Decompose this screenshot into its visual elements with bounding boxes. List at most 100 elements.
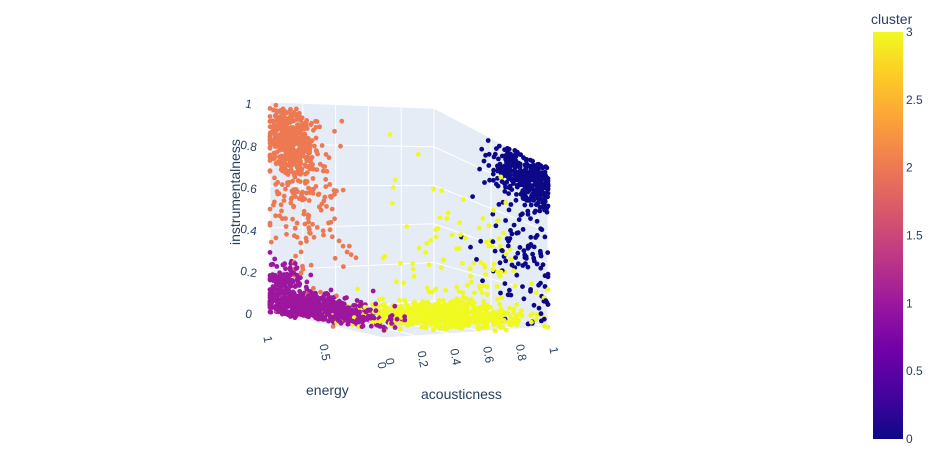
data-point	[327, 227, 333, 233]
data-point	[292, 161, 298, 167]
data-point	[486, 163, 492, 168]
data-point	[517, 172, 523, 178]
data-point	[507, 161, 512, 167]
data-point	[330, 324, 336, 329]
data-point	[503, 327, 509, 333]
data-point	[345, 321, 351, 327]
data-point	[332, 128, 337, 134]
data-point	[531, 244, 537, 250]
data-point	[377, 303, 383, 309]
data-point	[353, 255, 359, 261]
data-point	[471, 260, 477, 266]
data-point	[340, 187, 346, 193]
data-point	[267, 114, 273, 119]
colorbar-tick-label: 3	[906, 25, 913, 39]
data-point	[294, 234, 300, 240]
data-point	[502, 189, 508, 194]
data-point	[309, 187, 315, 193]
data-point	[367, 307, 373, 313]
data-point	[371, 315, 377, 321]
data-point	[469, 279, 474, 285]
data-point	[297, 170, 303, 176]
data-point	[480, 216, 486, 221]
data-point	[273, 102, 279, 108]
data-point	[343, 311, 349, 317]
data-point	[469, 302, 474, 308]
z-tick-label: 0.2	[239, 264, 258, 281]
data-point	[460, 197, 466, 203]
data-point	[477, 319, 482, 324]
data-point	[304, 118, 310, 123]
data-point	[340, 243, 346, 249]
data-point	[499, 295, 505, 301]
data-point	[528, 234, 534, 240]
data-point	[449, 317, 455, 322]
data-point	[349, 308, 354, 314]
data-point	[479, 146, 485, 152]
data-point	[541, 323, 547, 329]
data-point	[482, 320, 488, 326]
data-point	[351, 303, 357, 308]
data-point	[314, 225, 320, 230]
data-point	[471, 314, 476, 319]
data-point	[507, 287, 512, 293]
data-point	[281, 193, 287, 199]
data-point	[382, 304, 388, 310]
data-point	[332, 255, 338, 261]
data-point	[496, 202, 502, 207]
data-point	[433, 234, 439, 240]
data-point	[284, 272, 289, 277]
data-point	[406, 316, 412, 322]
data-point	[410, 306, 416, 312]
data-point	[274, 139, 280, 145]
data-point	[284, 231, 289, 237]
data-point	[390, 201, 395, 206]
data-point	[482, 180, 487, 185]
data-point	[280, 118, 286, 123]
data-point	[528, 167, 534, 173]
data-point	[397, 297, 402, 303]
data-point	[505, 150, 510, 155]
data-point	[382, 253, 388, 259]
data-point	[511, 268, 516, 273]
data-point	[426, 262, 432, 268]
data-point	[397, 260, 403, 266]
data-point	[510, 318, 516, 323]
data-point	[508, 256, 513, 262]
colorbar-tick-label: 1.5	[906, 229, 923, 243]
data-point	[497, 243, 503, 249]
data-point	[272, 292, 278, 298]
y-tick-label: 1	[260, 335, 275, 344]
data-point	[379, 317, 385, 323]
data-point	[282, 261, 287, 267]
data-point	[490, 211, 496, 217]
data-point	[480, 306, 486, 312]
data-point	[283, 186, 288, 192]
data-point	[462, 235, 468, 241]
data-point	[285, 172, 291, 177]
data-point	[491, 177, 496, 183]
data-point	[360, 323, 366, 329]
data-point	[392, 177, 398, 183]
data-point	[361, 314, 366, 320]
data-point	[326, 155, 332, 161]
data-point	[302, 221, 308, 227]
colorbar-tick-label: 0	[906, 432, 913, 446]
data-point	[544, 209, 550, 215]
data-point	[402, 297, 407, 303]
data-point	[411, 301, 416, 307]
data-point	[484, 292, 490, 297]
data-point	[518, 168, 523, 173]
data-point	[302, 162, 308, 168]
data-point	[498, 290, 503, 296]
data-point	[311, 285, 316, 291]
data-point	[525, 184, 531, 190]
data-point	[306, 293, 311, 299]
data-point	[491, 207, 496, 213]
data-point	[471, 290, 477, 296]
data-point	[323, 177, 329, 182]
data-point	[508, 314, 513, 320]
data-point	[319, 312, 325, 318]
data-point	[300, 125, 306, 131]
data-point	[342, 295, 348, 301]
